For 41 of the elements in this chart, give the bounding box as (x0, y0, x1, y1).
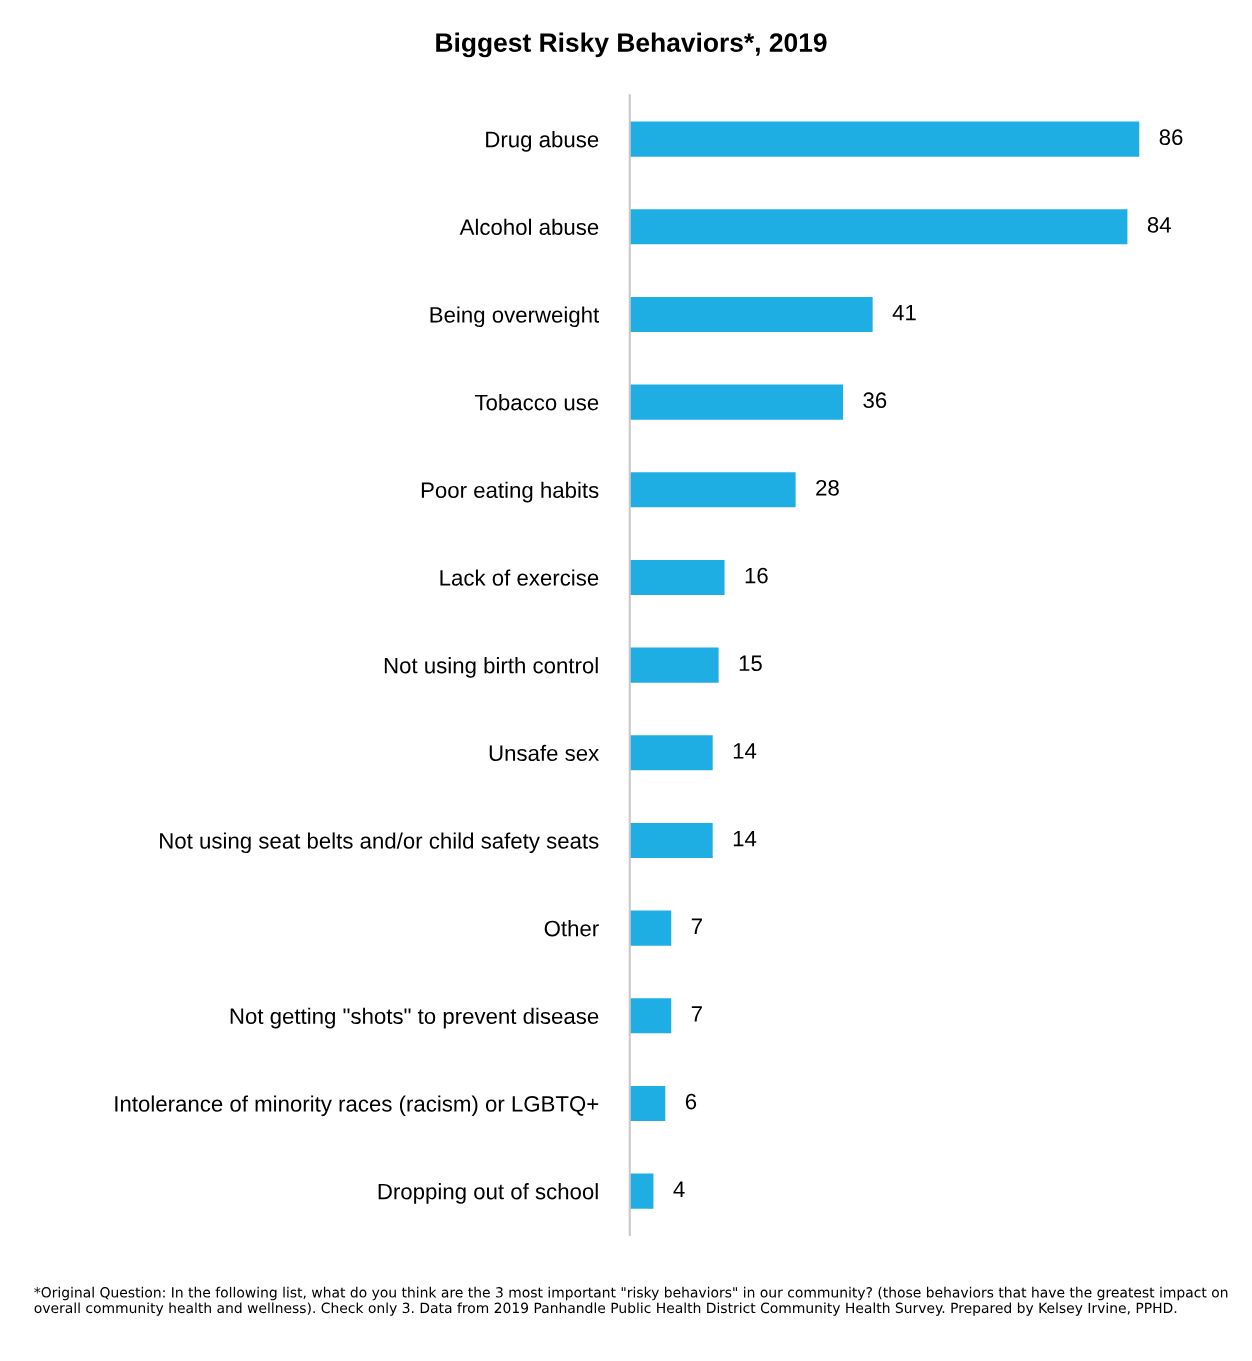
data-label: 28 (816, 480, 839, 496)
data-label: 36 (863, 392, 887, 409)
data-label: 6 (685, 1093, 697, 1110)
y-tick-label: Tobacco use (474, 394, 599, 411)
bar (629, 296, 873, 332)
data-label: 14 (733, 743, 757, 759)
text: *Original Question: In the following list, what do you think are the 3 most important "risky behaviors" in our community? (those behaviors that have the greatest impact on overall community health and wellness). Check only 3. Data from 2019 Panhandle Public Health District Community Health Survey. Prepared by Kelsey Irvine, PPHD. (34, 1286, 1228, 1316)
y-tick-label: Not using seat belts and/or child safety seats (160, 832, 599, 854)
y-tick-label: Being overweight (430, 306, 600, 328)
bar (629, 559, 725, 595)
y-tick-label: Not using birth control (384, 657, 598, 678)
bar (629, 910, 672, 946)
bar (629, 822, 713, 858)
data-label: 84 (1147, 217, 1171, 233)
y-tick-label: Not getting "shots" to prevent disease (230, 1007, 599, 1029)
bar (629, 1085, 666, 1121)
data-label: 86 (1159, 129, 1183, 146)
y-tick-label: Drug abuse (486, 131, 599, 152)
bar (629, 121, 1140, 157)
bar (629, 472, 796, 508)
y-tick-label: Dropping out of school (378, 1183, 598, 1204)
bar (629, 1173, 654, 1209)
data-label: 4 (673, 1181, 685, 1197)
bar (629, 209, 1128, 245)
bar (629, 998, 672, 1034)
chart-title: Biggest Risky Behaviors*, 2019 (436, 32, 827, 58)
y-tick-label: Unsafe sex (489, 744, 599, 762)
y-tick-label: Poor eating habits (421, 481, 599, 503)
bar (629, 647, 719, 683)
data-label: 7 (691, 1006, 702, 1022)
bar (629, 384, 844, 420)
data-label: 41 (892, 304, 916, 321)
y-tick-label: Other (544, 920, 599, 937)
bar (629, 735, 713, 771)
data-label: 16 (745, 567, 768, 584)
data-label: 7 (691, 918, 702, 934)
y-tick-label: Intolerance of minority races (racism) or LGBTQ+ (115, 1095, 599, 1117)
y-tick-label: Alcohol abuse (459, 218, 599, 236)
data-label: 14 (733, 830, 757, 847)
y-tick-label: Lack of exercise (440, 569, 599, 586)
data-label: 15 (739, 655, 762, 672)
